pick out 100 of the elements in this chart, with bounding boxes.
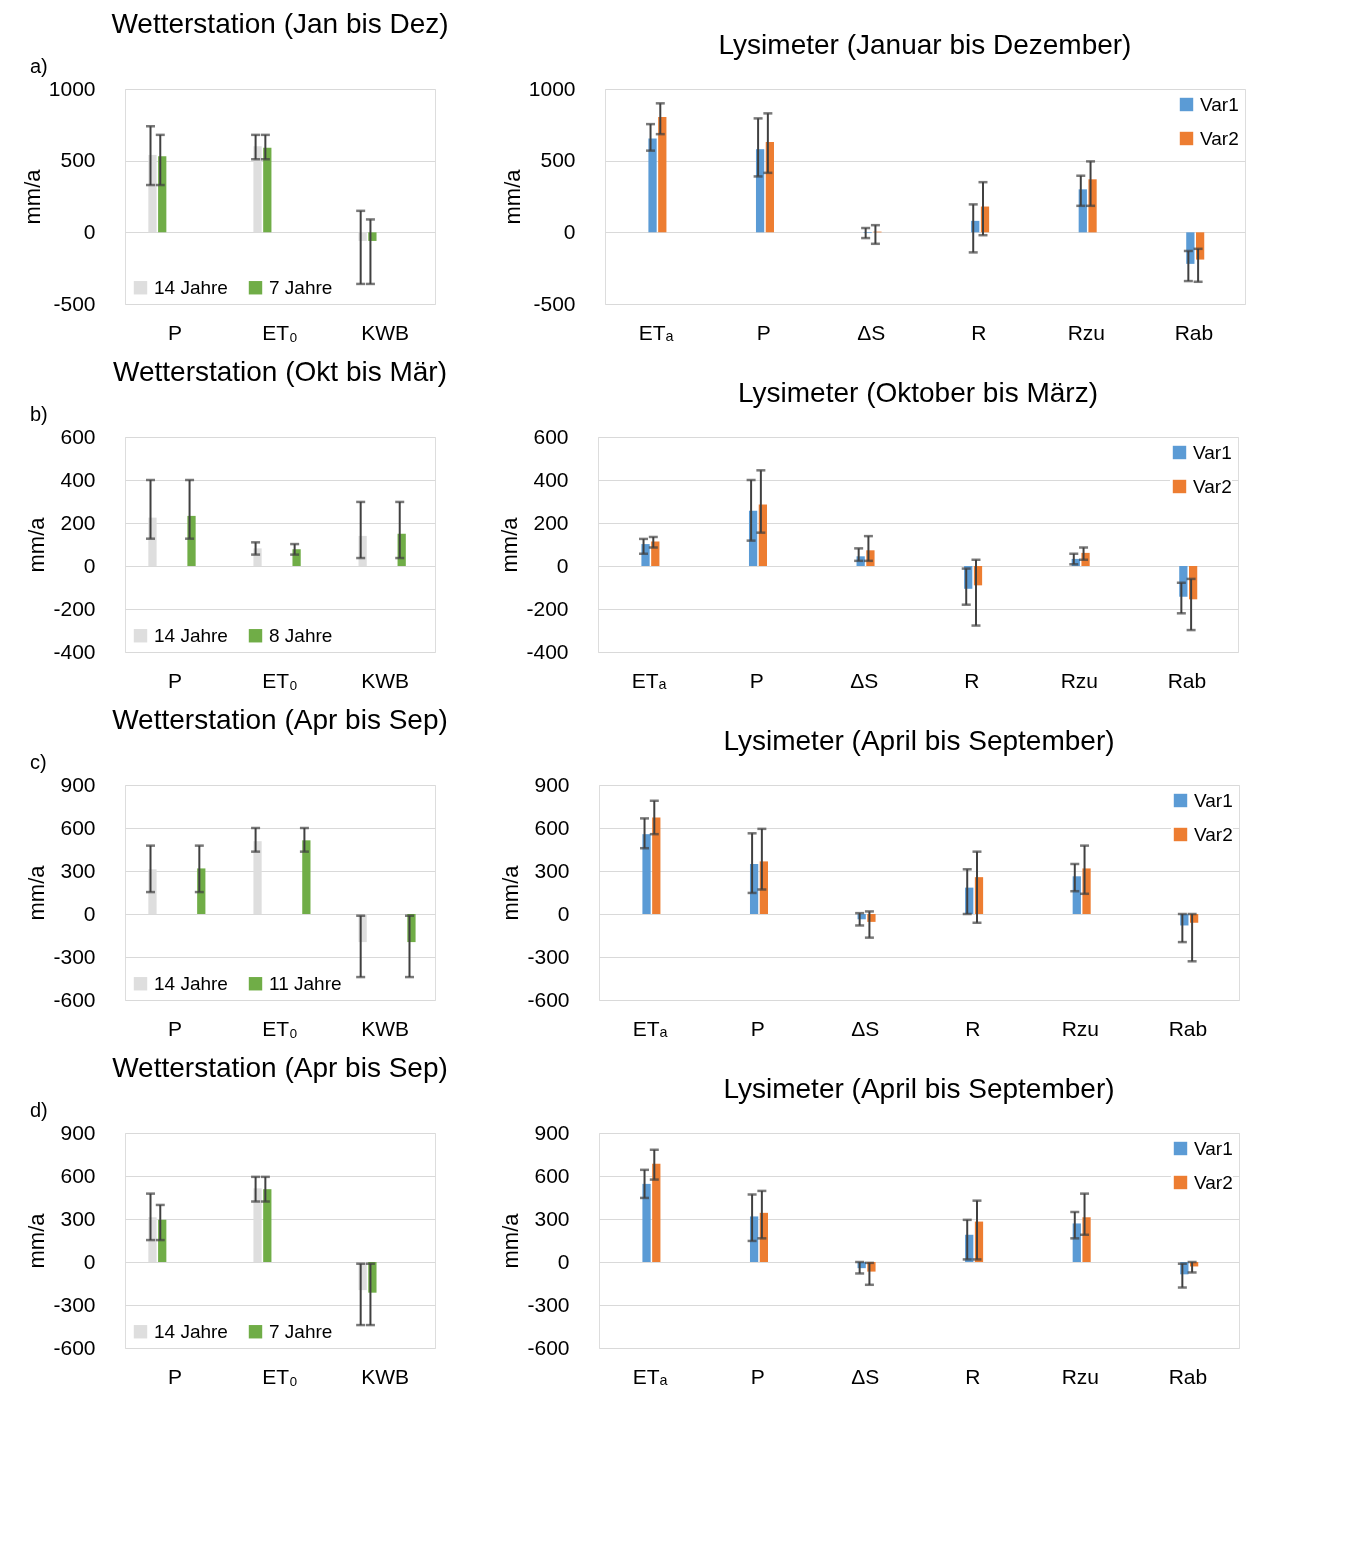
x-tick-label: Rab — [1174, 320, 1214, 344]
x-tick-label: ET₀ — [262, 320, 298, 344]
y-axis-title: mm/a — [24, 516, 50, 573]
text: d) — [30, 1099, 48, 1121]
x-tick-label: Rab — [1167, 668, 1207, 692]
y-tick-label: 200 — [533, 510, 569, 534]
x-tick-label: ETₐ — [631, 668, 667, 692]
x-tick-label: KWB — [361, 668, 410, 692]
x-tick-label: R — [965, 1016, 981, 1040]
y-axis-title: mm/a — [499, 168, 525, 225]
y-tick-label: 300 — [60, 1206, 96, 1230]
y-tick-label: 1000 — [48, 76, 96, 100]
y-tick-label: 900 — [534, 772, 570, 796]
y-tick-label: -400 — [53, 639, 96, 663]
legend-label: Var2 — [1194, 823, 1233, 845]
y-tick-label: -300 — [527, 1292, 570, 1316]
y-axis-title: mm/a — [24, 1212, 50, 1269]
y-tick-label: 900 — [60, 772, 96, 796]
x-tick-label: R — [965, 1364, 981, 1388]
chart-title: Wetterstation (Okt bis Mär) — [112, 356, 448, 387]
x-tick-label: KWB — [361, 320, 410, 344]
legend-label: Var1 — [1194, 1137, 1233, 1159]
y-tick-label: 0 — [557, 901, 570, 925]
x-tick-label: Rzu — [1067, 320, 1106, 344]
y-tick-label: 300 — [60, 858, 96, 882]
x-tick-label: ETₐ — [632, 1016, 668, 1040]
chart-title: Lysimeter (April bis September) — [723, 725, 1115, 756]
y-tick-label: -400 — [526, 639, 569, 663]
x-tick-label: P — [167, 668, 182, 692]
text: b) — [30, 403, 48, 425]
y-tick-label: 300 — [534, 858, 570, 882]
y-tick-label: 200 — [60, 510, 96, 534]
y-tick-label: -600 — [53, 1335, 96, 1359]
x-tick-label: P — [750, 1364, 765, 1388]
legend-label: 14 Jahre — [154, 972, 228, 994]
y-tick-label: -500 — [533, 291, 576, 315]
y-tick-label: 600 — [60, 815, 96, 839]
y-tick-label: 600 — [60, 1163, 96, 1187]
chart-title: Lysimeter (April bis September) — [723, 1073, 1115, 1104]
y-tick-label: 400 — [60, 467, 96, 491]
x-tick-label: Rab — [1168, 1364, 1208, 1388]
y-tick-label: 500 — [540, 148, 576, 172]
y-tick-label: -600 — [527, 1335, 570, 1359]
legend-label: 8 Jahre — [269, 624, 333, 646]
y-tick-label: -300 — [53, 944, 96, 968]
x-tick-label: ΔS — [850, 668, 879, 692]
chart-title: Wetterstation (Apr bis Sep) — [112, 704, 448, 735]
y-tick-label: -300 — [527, 944, 570, 968]
x-tick-label: P — [167, 1016, 182, 1040]
y-tick-label: 0 — [83, 901, 96, 925]
y-tick-label: 0 — [557, 1249, 570, 1273]
legend-label: 14 Jahre — [154, 1320, 228, 1342]
x-tick-label: Rzu — [1061, 1016, 1100, 1040]
x-tick-label: R — [964, 668, 980, 692]
x-tick-label: ET₀ — [262, 1364, 298, 1388]
y-tick-label: 0 — [83, 219, 96, 243]
y-axis-title: mm/a — [498, 1212, 524, 1269]
x-tick-label: KWB — [361, 1364, 410, 1388]
text: a) — [30, 55, 48, 77]
y-tick-label: 900 — [60, 1120, 96, 1144]
x-tick-label: P — [167, 320, 182, 344]
y-axis-title: mm/a — [24, 864, 50, 921]
y-tick-label: -500 — [53, 291, 96, 315]
legend-label: 7 Jahre — [269, 276, 333, 298]
y-tick-label: 900 — [534, 1120, 570, 1144]
x-tick-label: ETₐ — [632, 1364, 668, 1388]
x-tick-label: ΔS — [857, 320, 886, 344]
legend-label: 11 Jahre — [269, 972, 342, 994]
legend-label: 14 Jahre — [154, 624, 228, 646]
y-axis-title: mm/a — [498, 864, 524, 921]
x-tick-label: P — [750, 1016, 765, 1040]
chart-title: Wetterstation (Apr bis Sep) — [112, 1052, 448, 1083]
y-axis-title: mm/a — [19, 168, 45, 225]
legend-label: Var2 — [1193, 475, 1232, 497]
x-tick-label: ET₀ — [262, 668, 298, 692]
legend-label: Var2 — [1200, 127, 1239, 149]
y-tick-label: 500 — [60, 148, 96, 172]
chart-title: Wetterstation (Jan bis Dez) — [111, 8, 449, 39]
y-axis-title: mm/a — [497, 516, 523, 573]
legend-label: Var1 — [1193, 441, 1232, 463]
text: c) — [30, 751, 47, 773]
x-tick-label: Rab — [1168, 1016, 1208, 1040]
y-tick-label: -300 — [53, 1292, 96, 1316]
legend-label: Var1 — [1200, 93, 1239, 115]
y-tick-label: -200 — [53, 596, 96, 620]
x-tick-label: P — [167, 1364, 182, 1388]
x-tick-label: ET₀ — [262, 1016, 298, 1040]
x-tick-label: R — [971, 320, 987, 344]
x-tick-label: Rzu — [1061, 1364, 1100, 1388]
legend-label: 7 Jahre — [269, 1320, 333, 1342]
legend-label: 14 Jahre — [154, 276, 228, 298]
y-tick-label: 1000 — [528, 76, 576, 100]
x-tick-label: P — [756, 320, 771, 344]
x-tick-label: KWB — [361, 1016, 410, 1040]
y-tick-label: 0 — [556, 553, 569, 577]
y-tick-label: 400 — [533, 467, 569, 491]
x-tick-label: Rzu — [1060, 668, 1099, 692]
x-tick-label: P — [749, 668, 764, 692]
y-tick-label: -600 — [527, 987, 570, 1011]
y-tick-label: 600 — [534, 815, 570, 839]
